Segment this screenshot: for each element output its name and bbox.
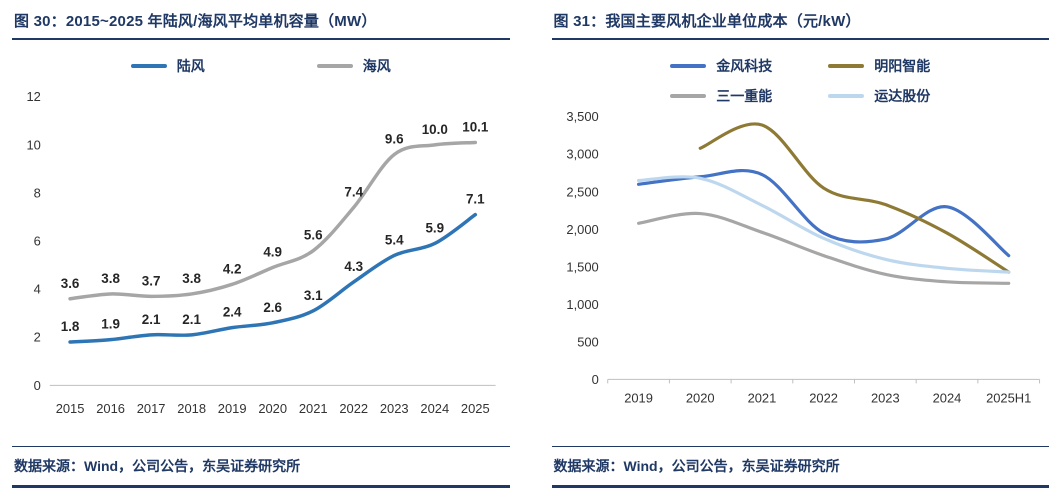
figure-30-panel: 图 30：2015~2025 年陆风/海风平均单机容量（MW） 陆风 海风 0 2 4… bbox=[12, 8, 510, 488]
svg-text:5.6: 5.6 bbox=[304, 228, 323, 243]
legend-item-海风: 海风 bbox=[316, 56, 391, 76]
figure-30-footer: 数据来源：Wind，公司公告，东吴证券研究所 bbox=[12, 446, 510, 488]
source-divider bbox=[12, 446, 510, 447]
legend-label: 陆风 bbox=[176, 58, 205, 74]
svg-text:7.4: 7.4 bbox=[344, 184, 363, 199]
svg-text:10: 10 bbox=[26, 137, 40, 152]
svg-text:0: 0 bbox=[34, 378, 41, 393]
svg-text:3.7: 3.7 bbox=[142, 273, 161, 288]
legend-line-swatch bbox=[670, 64, 707, 68]
svg-text:3,000: 3,000 bbox=[566, 147, 598, 162]
figure-30-legend: 陆风 海风 bbox=[12, 56, 510, 76]
svg-text:3.8: 3.8 bbox=[101, 271, 120, 286]
svg-text:5.9: 5.9 bbox=[425, 221, 444, 236]
legend-label: 运达股份 bbox=[874, 88, 931, 104]
svg-text:2.6: 2.6 bbox=[263, 300, 282, 315]
svg-text:2018: 2018 bbox=[177, 401, 206, 416]
svg-text:2025H1: 2025H1 bbox=[986, 390, 1031, 405]
source-divider bbox=[551, 446, 1049, 447]
bottom-divider bbox=[12, 485, 510, 488]
svg-text:7.1: 7.1 bbox=[466, 192, 485, 207]
figure-30-title: 图 30：2015~2025 年陆风/海风平均单机容量（MW） bbox=[14, 13, 377, 30]
bottom-divider bbox=[551, 485, 1049, 488]
title-divider bbox=[12, 38, 510, 40]
figure-31-source: 数据来源：Wind，公司公告，东吴证券研究所 bbox=[553, 458, 840, 474]
legend-label: 明阳智能 bbox=[874, 58, 931, 74]
svg-text:2015: 2015 bbox=[56, 401, 85, 416]
figure-31-legend: 金风科技 明阳智能三一重能 运达股份 bbox=[552, 56, 1050, 106]
svg-text:2020: 2020 bbox=[685, 390, 714, 405]
legend-item-运达股份: 运达股份 bbox=[828, 86, 930, 106]
svg-text:4.9: 4.9 bbox=[263, 245, 282, 260]
figure-30-source: 数据来源：Wind，公司公告，东吴证券研究所 bbox=[14, 458, 301, 474]
svg-text:2016: 2016 bbox=[96, 401, 125, 416]
legend-label: 金风科技 bbox=[716, 58, 773, 74]
svg-text:2019: 2019 bbox=[624, 390, 653, 405]
svg-text:4.2: 4.2 bbox=[223, 261, 242, 276]
svg-text:2017: 2017 bbox=[137, 401, 166, 416]
svg-text:2023: 2023 bbox=[870, 390, 899, 405]
line-chart-unit-cost: 0 500 1,000 1,500 2,000 2,500 3,000 3,500 2019 20… bbox=[566, 109, 1040, 405]
svg-text:2,000: 2,000 bbox=[566, 222, 598, 237]
legend-line-swatch bbox=[828, 64, 865, 68]
svg-text:2022: 2022 bbox=[339, 401, 368, 416]
figure-31-footer: 数据来源：Wind，公司公告，东吴证券研究所 bbox=[551, 446, 1049, 488]
svg-text:9.6: 9.6 bbox=[385, 132, 404, 147]
svg-text:2: 2 bbox=[34, 330, 41, 345]
svg-text:4.3: 4.3 bbox=[344, 259, 363, 274]
svg-text:2,500: 2,500 bbox=[566, 184, 598, 199]
figure-31-title: 图 31：我国主要风机企业单位成本（元/kW） bbox=[553, 13, 861, 30]
svg-text:2025: 2025 bbox=[461, 401, 490, 416]
svg-text:0: 0 bbox=[591, 372, 598, 387]
svg-text:2020: 2020 bbox=[258, 401, 287, 416]
svg-text:1,000: 1,000 bbox=[566, 297, 598, 312]
legend-line-swatch bbox=[828, 94, 865, 98]
svg-text:12: 12 bbox=[26, 89, 40, 104]
svg-text:500: 500 bbox=[577, 334, 599, 349]
legend-line-swatch bbox=[670, 94, 707, 98]
svg-text:2019: 2019 bbox=[218, 401, 247, 416]
svg-text:10.1: 10.1 bbox=[462, 120, 489, 135]
legend-line-swatch bbox=[316, 64, 353, 68]
figure-31-chart: 0 500 1,000 1,500 2,000 2,500 3,000 3,500 2019 20… bbox=[552, 108, 1050, 416]
legend-item-陆风: 陆风 bbox=[130, 56, 205, 76]
svg-text:1,500: 1,500 bbox=[566, 259, 598, 274]
svg-text:8: 8 bbox=[34, 185, 41, 200]
svg-text:2.1: 2.1 bbox=[142, 312, 161, 327]
svg-text:2021: 2021 bbox=[747, 390, 776, 405]
svg-text:6: 6 bbox=[34, 234, 41, 249]
svg-text:3.1: 3.1 bbox=[304, 288, 323, 303]
svg-text:2021: 2021 bbox=[299, 401, 328, 416]
svg-text:3,500: 3,500 bbox=[566, 109, 598, 124]
svg-text:10.0: 10.0 bbox=[422, 122, 448, 137]
svg-text:2024: 2024 bbox=[420, 401, 449, 416]
svg-text:3.6: 3.6 bbox=[61, 276, 80, 291]
svg-text:2023: 2023 bbox=[380, 401, 409, 416]
legend-item-明阳智能: 明阳智能 bbox=[828, 56, 930, 76]
legend-label: 海风 bbox=[362, 58, 391, 74]
svg-text:2022: 2022 bbox=[809, 390, 838, 405]
svg-text:2.1: 2.1 bbox=[182, 312, 201, 327]
svg-text:1.8: 1.8 bbox=[61, 319, 80, 334]
svg-text:5.4: 5.4 bbox=[385, 233, 404, 248]
figure-30-chart: 0 2 4 6 8 10 12 2015 2016 2017 2018 2019 2020 2021 202… bbox=[12, 78, 510, 426]
svg-text:3.8: 3.8 bbox=[182, 271, 201, 286]
figure-31-panel: 图 31：我国主要风机企业单位成本（元/kW） 金风科技 明阳智能三一重能 运达股份… bbox=[551, 8, 1050, 488]
svg-text:2.4: 2.4 bbox=[223, 305, 242, 320]
legend-label: 三一重能 bbox=[716, 88, 773, 104]
title-divider bbox=[551, 38, 1049, 40]
legend-item-金风科技: 金风科技 bbox=[670, 56, 772, 76]
legend-line-swatch bbox=[130, 64, 167, 68]
svg-text:1.9: 1.9 bbox=[101, 317, 120, 332]
svg-text:4: 4 bbox=[34, 282, 41, 297]
legend-item-三一重能: 三一重能 bbox=[670, 86, 772, 106]
svg-text:2024: 2024 bbox=[932, 390, 961, 405]
line-chart-capacity: 0 2 4 6 8 10 12 2015 2016 2017 2018 2019 2020 2021 202… bbox=[26, 89, 496, 416]
